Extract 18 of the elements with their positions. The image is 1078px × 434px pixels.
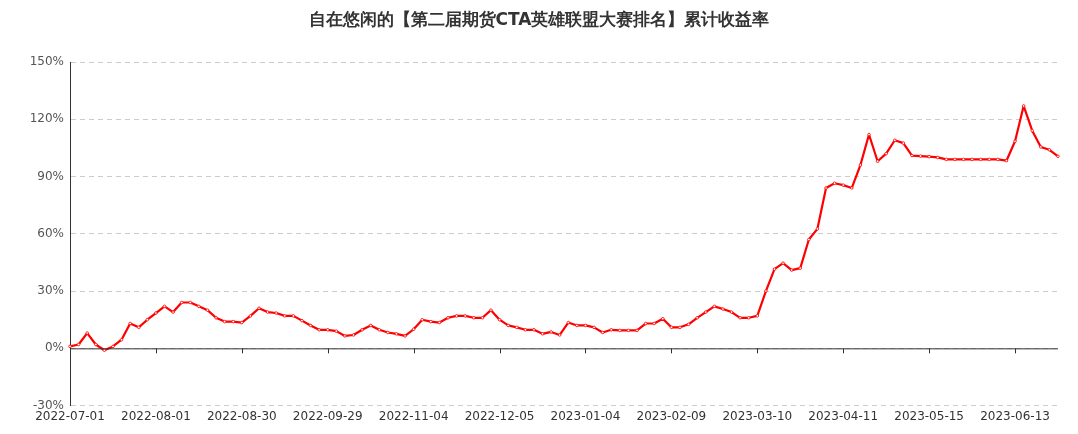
x-tick-label: 2023-02-09 — [636, 408, 707, 423]
x-tick-label: 2022-12-05 — [464, 408, 535, 423]
x-tick-label: 2022-08-01 — [121, 408, 191, 423]
x-tick-label: 2022-08-30 — [206, 408, 277, 423]
x-tick-label: 2023-06-13 — [980, 408, 1050, 423]
x-tick-label: 2022-09-29 — [292, 408, 363, 423]
x-tick-label: 2023-04-11 — [808, 408, 879, 423]
y-tick-label: 90% — [37, 168, 64, 183]
x-tick-label: 2022-11-04 — [378, 408, 449, 423]
chart-title: 自在悠闲的【第二届期货CTA英雄联盟大赛排名】累计收益率 — [307, 8, 771, 31]
y-tick-label: 0% — [44, 340, 64, 355]
y-tick-label: 30% — [37, 283, 64, 298]
y-tick-label: 120% — [29, 111, 64, 126]
x-tick-label: 2023-03-10 — [722, 408, 793, 423]
x-tick-label: 2023-01-04 — [550, 408, 621, 423]
y-tick-label: 60% — [37, 225, 64, 240]
x-tick-label: 2023-05-15 — [894, 408, 965, 423]
y-tick-label: 150% — [29, 54, 64, 69]
